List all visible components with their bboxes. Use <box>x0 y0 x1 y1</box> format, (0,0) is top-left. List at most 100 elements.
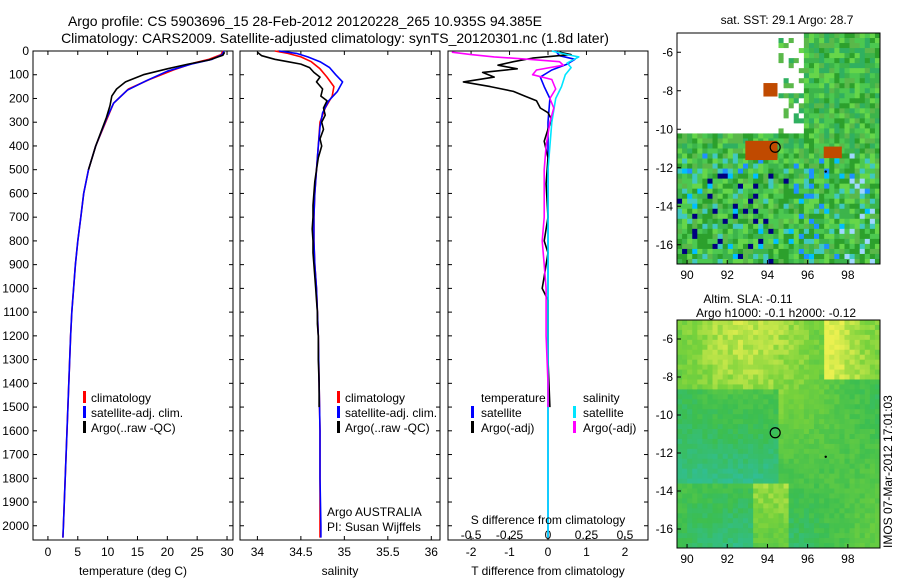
map-cell <box>763 38 769 44</box>
map-cell <box>737 429 744 435</box>
map-cell <box>758 399 764 405</box>
map-cell <box>773 329 779 336</box>
map-cell <box>798 253 805 260</box>
map-cell <box>773 458 779 465</box>
map-cell <box>742 369 749 375</box>
map-cell <box>692 248 698 255</box>
map-cell <box>758 108 764 114</box>
map-cell <box>859 404 866 410</box>
map-cell <box>717 58 724 64</box>
map-cell <box>773 394 779 400</box>
map-cell <box>697 118 703 124</box>
map-cell <box>763 158 769 164</box>
map-cell <box>707 253 713 260</box>
map-cell <box>788 78 795 84</box>
map-cell <box>864 453 871 460</box>
map-cell <box>768 434 774 440</box>
map-cell <box>798 138 805 144</box>
map-cell <box>783 123 790 129</box>
map-cell <box>727 320 734 326</box>
map-cell <box>778 344 784 351</box>
map-cell <box>864 168 871 175</box>
map-cell <box>748 203 754 210</box>
map-cell <box>869 218 876 225</box>
map-cell <box>727 394 734 400</box>
map-cell <box>732 379 739 385</box>
map-cell <box>844 503 850 509</box>
map-cell <box>692 344 698 351</box>
map-cell <box>682 53 688 59</box>
map-cell <box>798 379 805 385</box>
map-cell <box>748 88 754 94</box>
map-cell <box>803 98 810 104</box>
map-cell <box>808 198 815 205</box>
map-cell <box>768 183 774 190</box>
map-cell <box>727 128 734 134</box>
map-cell <box>732 523 739 529</box>
map-cell <box>798 424 805 430</box>
map-cell <box>793 518 800 524</box>
map-cell <box>778 493 784 499</box>
map-cell <box>869 369 876 375</box>
map-cell <box>753 384 759 390</box>
map-cell <box>798 163 805 169</box>
map-cell <box>682 523 688 529</box>
map-cell <box>677 498 683 504</box>
map-cell <box>869 258 876 265</box>
map-cell <box>712 213 718 220</box>
map-cell <box>737 518 744 524</box>
map-cell <box>854 508 861 514</box>
map-cell <box>682 43 688 49</box>
map-cell <box>712 538 718 544</box>
map-cell <box>808 208 815 215</box>
map-cell <box>824 324 830 331</box>
map-cell <box>854 399 861 405</box>
map-cell <box>788 153 795 159</box>
map-cell <box>763 253 769 260</box>
map-cell <box>677 473 683 480</box>
map-cell <box>819 88 825 94</box>
map-cell <box>687 88 693 94</box>
map-cell <box>712 434 718 440</box>
map-cell <box>778 218 784 225</box>
map-cell <box>814 113 820 119</box>
map-cell <box>869 414 876 420</box>
map-cell <box>727 168 734 175</box>
map-cell <box>737 438 744 445</box>
map-cell <box>677 448 683 455</box>
map-cell <box>722 448 729 455</box>
map-cell <box>819 339 825 346</box>
map-cell <box>808 88 815 94</box>
map-cell <box>748 238 754 245</box>
map-cell <box>859 83 866 89</box>
map-cell <box>859 228 866 235</box>
map-cell <box>737 443 744 450</box>
imos-stamp: IMOS 07-Mar-2012 17:01:03 <box>881 395 895 548</box>
map-cell <box>737 320 744 326</box>
map-cell <box>707 138 713 144</box>
map-cell <box>692 543 698 549</box>
map-cell <box>717 243 724 250</box>
map-cell <box>829 498 835 504</box>
map-cell <box>763 483 769 489</box>
map-cell <box>758 173 764 180</box>
map-cell <box>697 238 703 245</box>
map-cell <box>692 128 698 134</box>
map-cell <box>697 528 703 534</box>
map-cell <box>814 78 820 84</box>
map-cell <box>692 424 698 430</box>
map-cell <box>677 188 683 195</box>
map-cell <box>793 123 800 129</box>
map-cell <box>773 253 779 260</box>
map-cell <box>844 414 850 420</box>
map-cell <box>824 83 830 89</box>
map-cell <box>707 528 713 534</box>
map-cell <box>829 93 835 99</box>
map-cell <box>737 404 744 410</box>
legend-label-satellite: satellite-adj. clim. <box>345 406 437 420</box>
map-cell <box>819 108 825 114</box>
map-cell <box>869 183 876 190</box>
map-cell <box>803 414 810 420</box>
map-cell <box>798 334 805 341</box>
map-cell <box>722 503 729 509</box>
